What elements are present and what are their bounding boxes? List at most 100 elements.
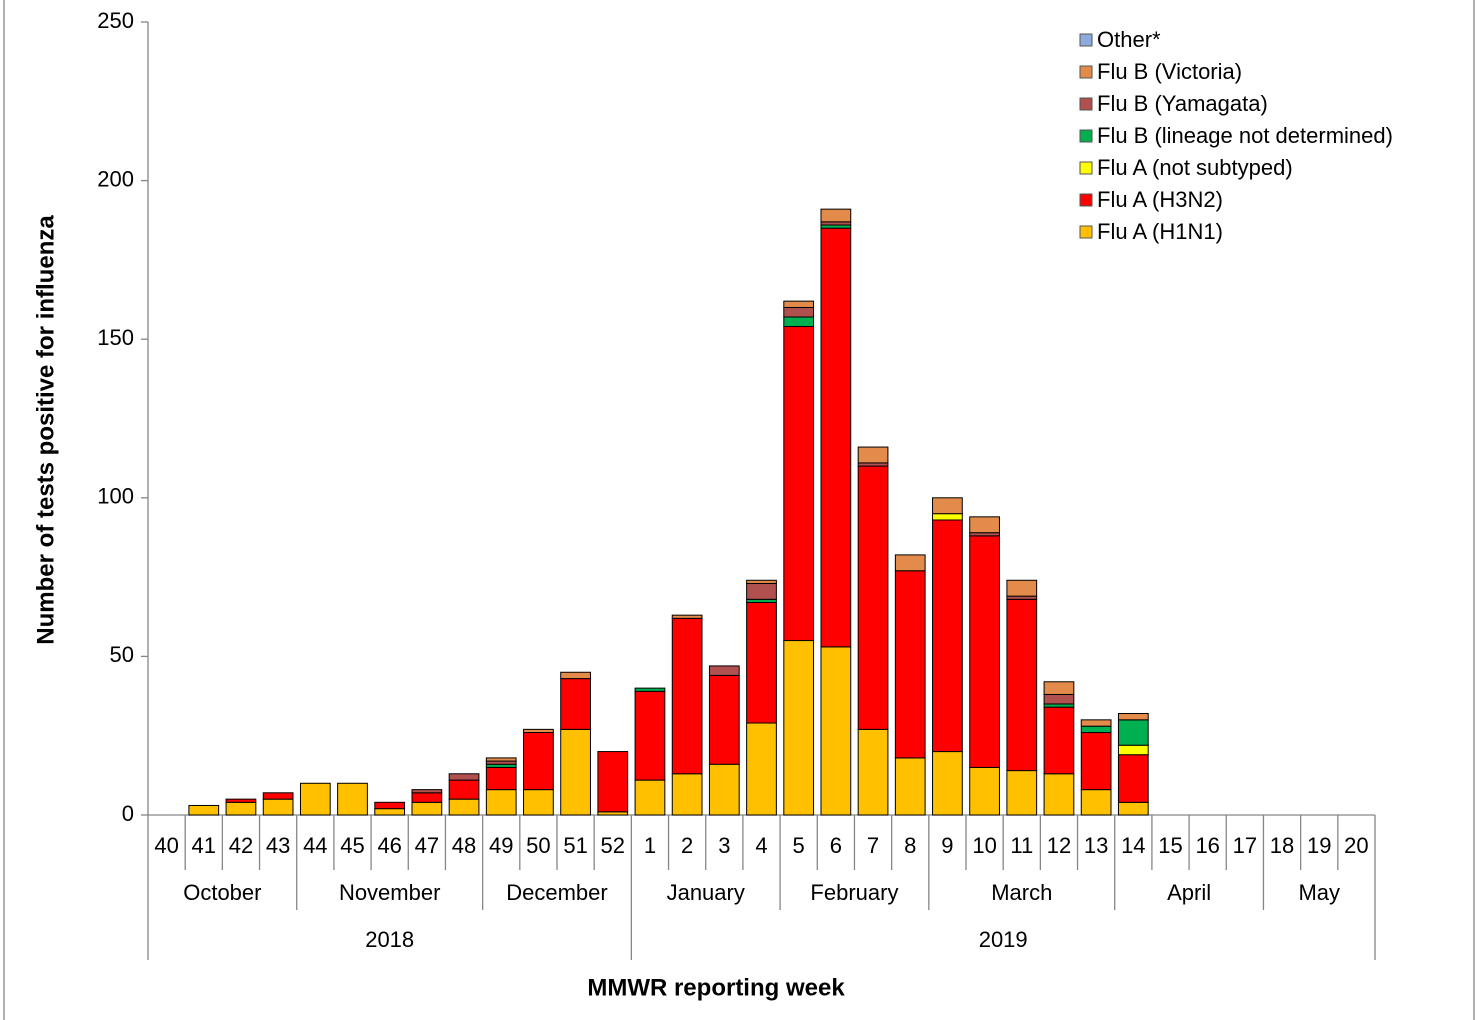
- y-tick-label: 50: [110, 642, 134, 667]
- bar-segment: [1043, 681, 1075, 695]
- bar-segment: [746, 601, 777, 724]
- legend-swatch: [1079, 33, 1093, 47]
- y-tick-label: 200: [97, 166, 134, 191]
- bar-segment: [894, 554, 926, 572]
- bar-segment: [485, 757, 517, 762]
- bar-segment: [783, 316, 815, 328]
- bar-segment: [932, 519, 963, 753]
- bar-segment: [708, 763, 740, 816]
- x-tick-label: 44: [303, 833, 327, 858]
- bar-segment: [783, 300, 815, 308]
- x-tick-label: 48: [452, 833, 476, 858]
- month-label: October: [183, 880, 261, 905]
- bar-segment: [597, 751, 629, 813]
- bar-segment: [857, 446, 889, 464]
- legend-label: Flu A (H1N1): [1097, 219, 1223, 244]
- bar-segment: [1080, 789, 1112, 816]
- month-label: April: [1167, 880, 1211, 905]
- bar-segment: [337, 782, 368, 816]
- legend-swatch: [1079, 161, 1093, 175]
- x-tick-label: 40: [154, 833, 178, 858]
- bar-segment: [671, 614, 703, 619]
- bar-segment: [1117, 712, 1149, 721]
- bar-segment: [857, 728, 889, 816]
- bar-segment: [262, 798, 294, 816]
- month-label: November: [339, 880, 440, 905]
- legend-label: Flu A (not subtyped): [1097, 155, 1293, 180]
- bar-segment: [1043, 706, 1075, 775]
- x-tick-label: 6: [830, 833, 842, 858]
- bar-segment: [448, 798, 480, 816]
- y-tick-label: 250: [97, 8, 134, 33]
- bar-segment: [969, 535, 1000, 768]
- bar-segment: [1043, 773, 1075, 816]
- legend-label: Other*: [1097, 27, 1161, 52]
- x-tick-label: 5: [793, 833, 805, 858]
- bar-segment: [634, 779, 666, 816]
- x-tick-label: 45: [340, 833, 364, 858]
- x-tick-label: 42: [229, 833, 253, 858]
- x-tick-label: 20: [1344, 833, 1368, 858]
- x-axis-title: MMWR reporting week: [587, 974, 845, 1001]
- bar-segment: [485, 766, 517, 791]
- bar-segment: [932, 497, 963, 515]
- y-tick-label: 0: [122, 801, 134, 826]
- legend-swatch: [1079, 193, 1093, 207]
- x-tick-label: 11: [1010, 833, 1033, 858]
- bar-segment: [523, 728, 554, 734]
- bar-segment: [671, 773, 703, 816]
- bar-segment: [485, 789, 517, 816]
- x-tick-label: 51: [563, 833, 587, 858]
- bar-segment: [225, 801, 257, 816]
- y-axis-title: Number of tests positive for influenza: [32, 215, 59, 645]
- bar-segment: [894, 570, 926, 759]
- x-tick-label: 49: [489, 833, 513, 858]
- bar-segment: [969, 516, 1000, 534]
- bar-segment: [560, 728, 591, 816]
- bar-segment: [783, 326, 815, 642]
- x-tick-label: 13: [1084, 833, 1108, 858]
- bar-segment: [411, 789, 443, 794]
- year-label: 2019: [979, 927, 1028, 952]
- bar-segment: [188, 804, 220, 816]
- x-tick-label: 14: [1121, 833, 1145, 858]
- bar-segment: [746, 722, 777, 816]
- month-label: January: [667, 880, 745, 905]
- bar-segment: [1117, 754, 1149, 803]
- x-tick-label: 4: [755, 833, 767, 858]
- bar-segment: [820, 208, 852, 223]
- legend-swatch: [1079, 129, 1093, 143]
- bar-segment: [932, 513, 963, 521]
- legend-label: Flu B (Victoria): [1097, 59, 1242, 84]
- bar-segment: [262, 792, 294, 800]
- x-tick-label: 1: [644, 833, 656, 858]
- month-label: February: [810, 880, 898, 905]
- x-tick-label: 17: [1233, 833, 1257, 858]
- bar-segment: [411, 792, 443, 803]
- x-tick-label: 18: [1270, 833, 1294, 858]
- bar-segment: [374, 808, 406, 816]
- y-tick-label: 100: [97, 484, 134, 509]
- legend-label: Flu B (lineage not determined): [1097, 123, 1393, 148]
- year-label: 2018: [365, 927, 414, 952]
- legend-swatch: [1079, 65, 1093, 79]
- month-label: March: [991, 880, 1052, 905]
- legend-swatch: [1079, 225, 1093, 239]
- month-label: May: [1298, 880, 1340, 905]
- bar-segment: [225, 798, 257, 803]
- chart-border: [3, 0, 1475, 1020]
- bar-segment: [1117, 801, 1149, 816]
- bar-segment: [1117, 744, 1149, 756]
- month-label: December: [506, 880, 607, 905]
- bar-segment: [746, 582, 777, 600]
- bar-segment: [969, 766, 1000, 816]
- bar-segment: [1080, 725, 1112, 734]
- bar-segment: [1006, 598, 1038, 772]
- x-tick-label: 52: [601, 833, 625, 858]
- bar-segment: [523, 732, 554, 791]
- x-tick-label: 47: [415, 833, 439, 858]
- x-tick-label: 7: [867, 833, 879, 858]
- bar-segment: [1006, 770, 1038, 816]
- bar-segment: [671, 617, 703, 775]
